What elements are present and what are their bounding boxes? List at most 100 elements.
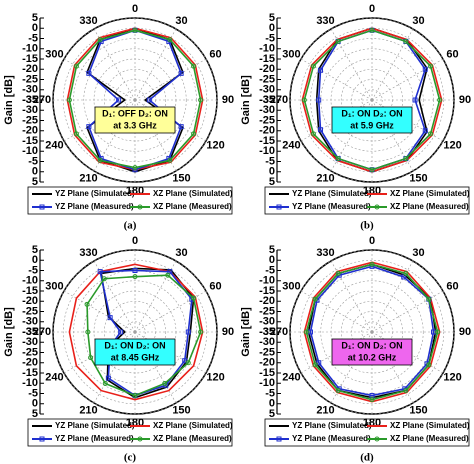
- y-tick-label: -15: [22, 135, 38, 147]
- caption: (a): [124, 220, 137, 232]
- y-tick-label: 5: [269, 12, 275, 24]
- y-tick-label: -10: [259, 275, 275, 287]
- marker: [318, 67, 324, 73]
- marker: [97, 269, 103, 275]
- y-tick-label: -10: [259, 145, 275, 157]
- y-tick-label: -20: [259, 295, 275, 307]
- y-tick-label: -20: [259, 63, 275, 75]
- y-tick-label: -5: [28, 32, 38, 44]
- annotation-box: [331, 106, 413, 134]
- marker: [146, 97, 152, 103]
- marker: [316, 97, 322, 103]
- marker: [86, 124, 92, 130]
- theta-tick-label: 120: [206, 139, 224, 151]
- y-tick-label: -35: [259, 326, 275, 338]
- y-tick-label: -15: [22, 367, 38, 379]
- theta-tick-label: 0: [369, 3, 375, 15]
- marker: [310, 63, 316, 69]
- marker: [191, 63, 197, 69]
- theta-tick-label: 300: [45, 280, 63, 292]
- y-tick-label: 5: [269, 244, 275, 256]
- annotation-text: at 10.2 GHz: [348, 352, 397, 362]
- annotation-box: [331, 338, 413, 366]
- legend-box: [27, 186, 233, 215]
- y-tick-label: 0: [32, 398, 38, 410]
- legend-label: YZ Plane (Measured): [292, 202, 371, 211]
- y-tick-label: -30: [22, 104, 38, 116]
- caption: (b): [360, 220, 374, 232]
- marker: [66, 97, 72, 103]
- y-tick-label: -25: [259, 114, 275, 126]
- marker: [335, 38, 341, 44]
- theta-tick-label: 210: [316, 173, 334, 185]
- y-tick-label: 5: [32, 176, 38, 188]
- marker: [369, 261, 375, 267]
- marker: [437, 97, 443, 103]
- y-tick-label: -15: [22, 285, 38, 297]
- marker: [167, 269, 173, 275]
- marker: [97, 37, 103, 43]
- legend-label: XZ Plane (Simulated): [390, 421, 470, 430]
- theta-tick-label: 120: [206, 371, 224, 383]
- marker: [318, 127, 324, 133]
- marker: [162, 380, 168, 386]
- marker: [422, 128, 428, 134]
- y-tick-label: -10: [22, 145, 38, 157]
- y-tick-label: -10: [22, 275, 38, 287]
- theta-tick-label: 120: [443, 371, 461, 383]
- marker: [132, 165, 138, 171]
- y-tick-label: 5: [269, 408, 275, 420]
- marker: [132, 393, 138, 399]
- y-tick-label: 0: [32, 22, 38, 34]
- annotation-text: D₁: OFF D₂: ON: [102, 108, 168, 118]
- theta-tick-label: 150: [172, 173, 190, 185]
- marker: [312, 296, 318, 302]
- legend-marker: [137, 436, 143, 442]
- theta-tick-label: 120: [443, 139, 461, 151]
- legend-marker: [137, 204, 143, 210]
- annotation-text: D₁: ON D₂: ON: [341, 108, 402, 118]
- marker: [401, 274, 407, 280]
- y-tick-label: -30: [259, 84, 275, 96]
- y-tick-label: -30: [22, 316, 38, 328]
- marker: [185, 329, 191, 335]
- y-tick-label: -5: [265, 387, 275, 399]
- marker: [167, 157, 173, 163]
- marker: [101, 276, 107, 282]
- y-tick-label: 0: [269, 254, 275, 266]
- marker: [182, 358, 188, 364]
- grid-circle: [299, 259, 445, 405]
- theta-tick-label: 90: [222, 94, 234, 106]
- theta-tick-label: 90: [222, 326, 234, 338]
- theta-tick-label: 300: [45, 48, 63, 60]
- marker: [105, 375, 111, 381]
- legend-label: XZ Plane (Measured): [390, 202, 469, 211]
- theta-tick-label: 330: [316, 247, 334, 259]
- theta-tick-label: 240: [45, 371, 63, 383]
- legend-label: YZ Plane (Simulated): [55, 189, 135, 198]
- y-tick-label: -5: [28, 387, 38, 399]
- marker: [132, 268, 138, 273]
- theta-tick-label: 150: [409, 173, 427, 185]
- y-tick-label: -20: [259, 357, 275, 369]
- marker: [97, 157, 103, 163]
- marker: [84, 301, 90, 307]
- y-tick-label: -25: [22, 114, 38, 126]
- series-line: [86, 274, 202, 397]
- theta-tick-label: 60: [209, 48, 221, 60]
- marker: [85, 329, 91, 335]
- grid-circle: [83, 48, 187, 152]
- marker: [412, 97, 418, 103]
- y-tick-label: -5: [265, 264, 275, 276]
- theta-tick-label: 240: [282, 139, 300, 151]
- theta-tick-label: 270: [33, 94, 51, 106]
- legend-label: YZ Plane (Simulated): [292, 421, 372, 430]
- grid-circle: [124, 321, 146, 343]
- legend-label: XZ Plane (Simulated): [153, 189, 233, 198]
- marker: [73, 131, 79, 137]
- grid-circle: [361, 89, 383, 111]
- y-tick-label: -25: [259, 305, 275, 317]
- y-tick-label: -20: [22, 125, 38, 137]
- y-tick-label: -5: [265, 32, 275, 44]
- grid-circle: [361, 321, 383, 343]
